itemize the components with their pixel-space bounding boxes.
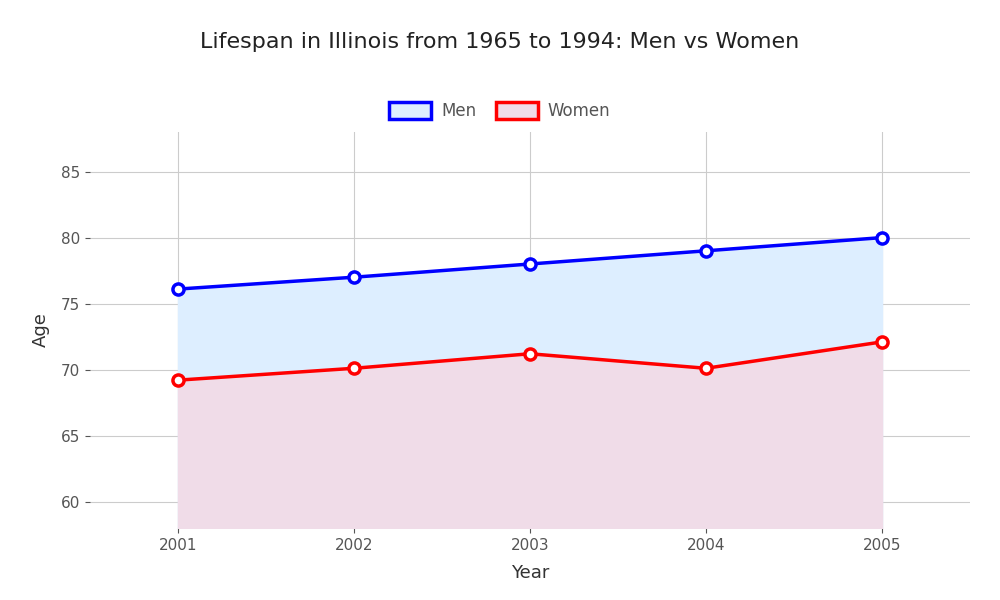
Legend: Men, Women: Men, Women bbox=[383, 95, 617, 127]
X-axis label: Year: Year bbox=[511, 564, 549, 582]
Y-axis label: Age: Age bbox=[32, 313, 50, 347]
Text: Lifespan in Illinois from 1965 to 1994: Men vs Women: Lifespan in Illinois from 1965 to 1994: … bbox=[200, 32, 800, 52]
